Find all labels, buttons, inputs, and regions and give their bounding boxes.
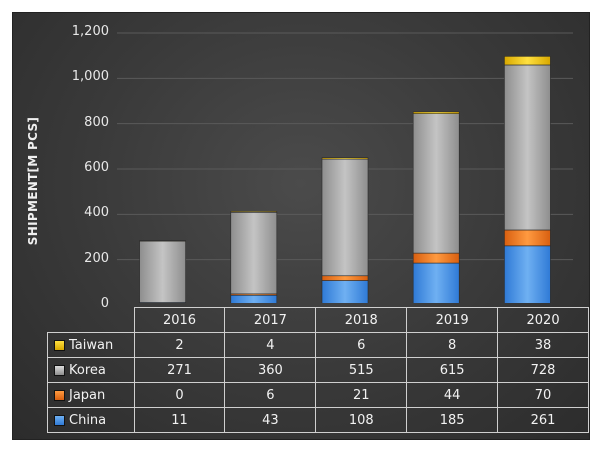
- bar-taiwan-2018: [321, 157, 369, 160]
- category-label: 2018: [315, 307, 408, 333]
- bar-japan-2019: [412, 252, 460, 264]
- data-label: 108: [315, 407, 408, 433]
- bar-taiwan-2019: [412, 111, 460, 114]
- legend-label: China: [69, 412, 107, 428]
- y-tick-label: 400: [84, 205, 109, 221]
- table-corner: [47, 307, 135, 333]
- legend-key-china: [54, 414, 65, 426]
- data-label: 43: [224, 407, 317, 433]
- data-label: 360: [224, 357, 317, 383]
- data-label: 4: [224, 332, 317, 358]
- legend-label: Japan: [69, 387, 106, 403]
- data-label: 728: [497, 357, 589, 383]
- data-label: 185: [406, 407, 499, 433]
- bar-korea-2020: [504, 64, 551, 231]
- bar-japan-2020: [504, 229, 551, 247]
- data-label: 261: [497, 407, 589, 433]
- data-label: 615: [406, 357, 499, 383]
- bar-japan-2018: [321, 275, 369, 281]
- data-label: 271: [133, 357, 226, 383]
- y-axis-label: SHIPMENT[M PCS]: [26, 116, 40, 246]
- data-label: 8: [406, 332, 499, 358]
- legend-entry-china: China: [47, 407, 135, 433]
- bar-korea-2019: [412, 113, 460, 254]
- table-row-korea: Korea 271 360 515 615 728: [47, 357, 589, 383]
- category-label: 2019: [406, 307, 499, 333]
- bar-china-2017: [230, 294, 278, 303]
- table-row-china: China 11 43 108 185 261: [47, 407, 589, 433]
- bar-taiwan-2017: [230, 211, 278, 213]
- legend-key-taiwan: [54, 339, 65, 351]
- legend-label: Taiwan: [69, 337, 114, 353]
- y-tick-label: 800: [84, 114, 109, 130]
- y-tick-label: 0: [100, 296, 109, 311]
- data-label: 44: [406, 382, 499, 408]
- data-label: 6: [224, 382, 317, 408]
- category-label: 2016: [133, 307, 226, 333]
- chart-area: SHIPMENT[M PCS] 0 200 400 600 800 1,000 1,200 …: [12, 12, 590, 440]
- bar-korea-2018: [321, 158, 369, 277]
- data-table: 2016 2017 2018 2019 2020 Taiwan 2 4 6 8 …: [47, 307, 589, 433]
- bar-china-2019: [412, 262, 460, 303]
- legend-entry-korea: Korea: [47, 357, 135, 383]
- data-label: 70: [497, 382, 589, 408]
- table-row-taiwan: Taiwan 2 4 6 8 38: [47, 332, 589, 358]
- y-tick-label: 200: [84, 250, 109, 266]
- bar-korea-2016: [139, 240, 186, 303]
- bar-korea-2017: [230, 211, 278, 295]
- bar-china-2020: [504, 245, 551, 303]
- table-row-japan: Japan 0 6 21 44 70: [47, 382, 589, 408]
- legend-entry-taiwan: Taiwan: [47, 332, 135, 358]
- category-label: 2017: [224, 307, 317, 333]
- legend-key-japan: [54, 389, 65, 401]
- legend-label: Korea: [69, 362, 106, 378]
- data-label: 515: [315, 357, 408, 383]
- bar-taiwan-2020: [504, 56, 551, 66]
- data-label: 0: [133, 382, 226, 408]
- data-label: 21: [315, 382, 408, 408]
- bar-china-2018: [321, 280, 369, 303]
- plot-area: [117, 32, 573, 303]
- category-label: 2020: [497, 307, 589, 333]
- data-label: 38: [497, 332, 589, 358]
- y-tick-label: 1,200: [71, 24, 109, 39]
- data-label: 6: [315, 332, 408, 358]
- legend-entry-japan: Japan: [47, 382, 135, 408]
- data-label: 11: [133, 407, 226, 433]
- y-tick-label: 600: [84, 160, 109, 175]
- legend-key-korea: [54, 364, 65, 376]
- y-tick-label: 1,000: [71, 69, 109, 85]
- data-label: 2: [133, 332, 226, 358]
